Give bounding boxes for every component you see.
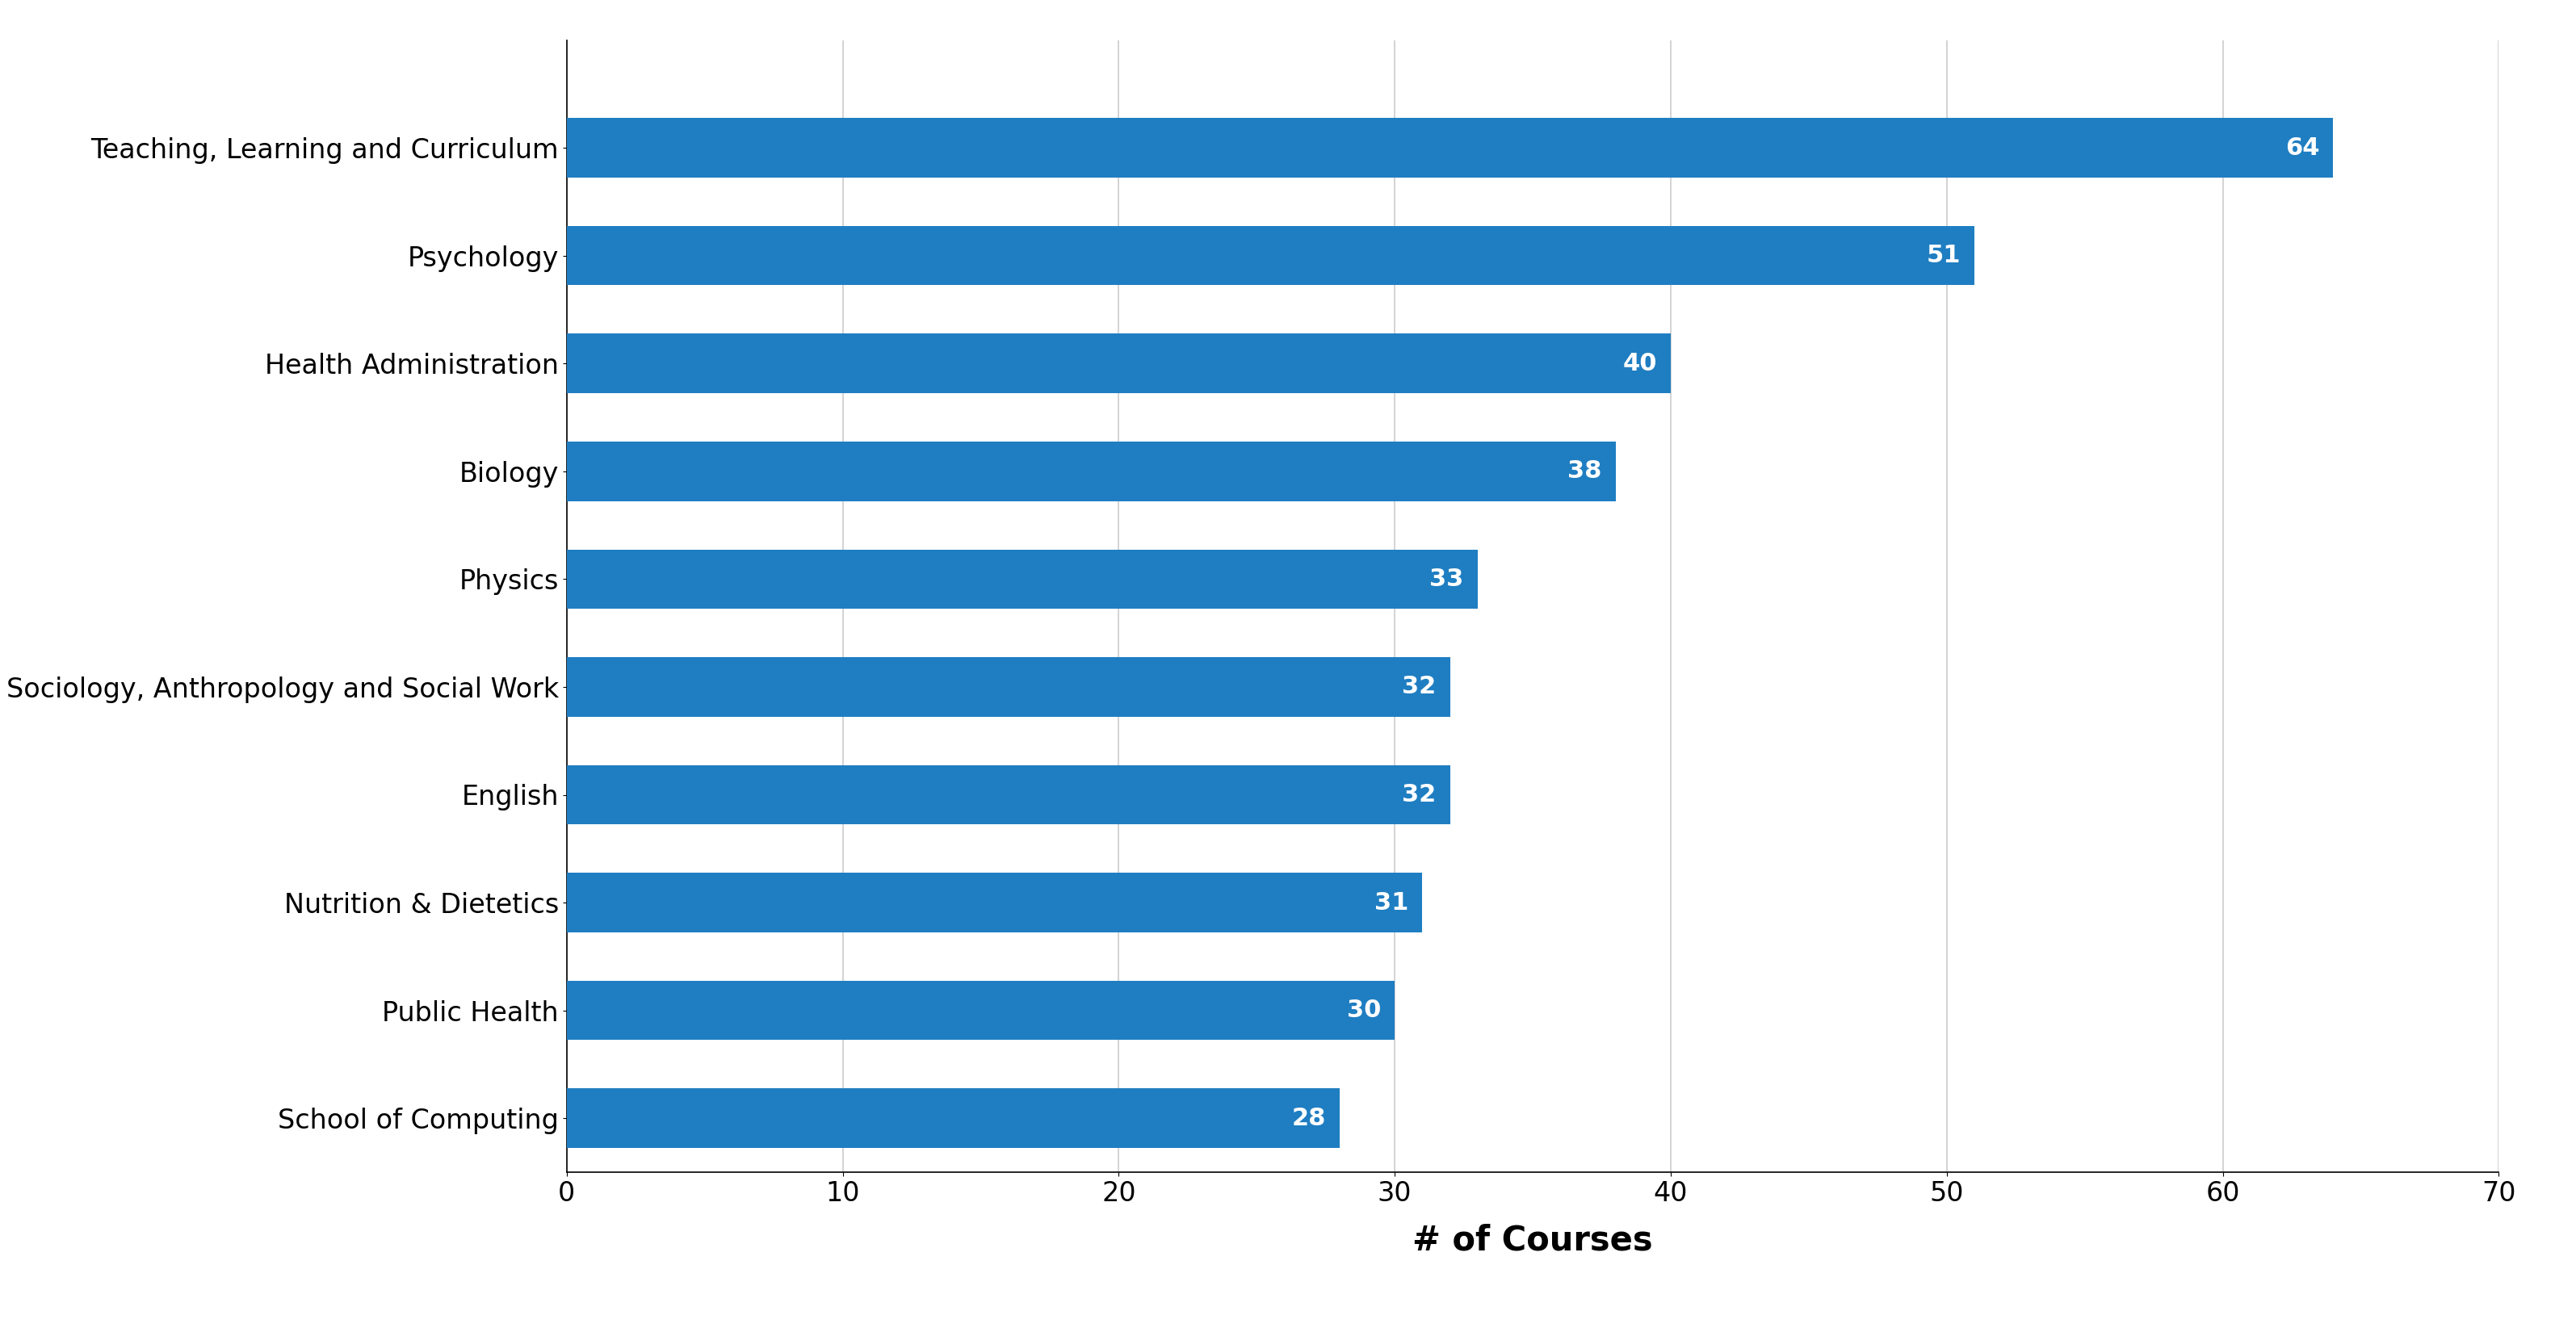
Text: 51: 51 [1927, 244, 1960, 268]
Bar [567, 872, 1422, 932]
Text: 33: 33 [1430, 567, 1463, 591]
Text: 32: 32 [1401, 675, 1437, 699]
Bar [567, 765, 1450, 825]
Bar [567, 550, 1479, 609]
Bar [567, 657, 1450, 717]
Bar [567, 1088, 1340, 1148]
Text: 28: 28 [1291, 1107, 1327, 1130]
Bar [567, 119, 2334, 177]
Text: 64: 64 [2285, 136, 2318, 160]
Text: 31: 31 [1376, 891, 1409, 914]
Text: 32: 32 [1401, 783, 1437, 806]
Text: 30: 30 [1347, 999, 1381, 1022]
Bar [567, 980, 1394, 1040]
X-axis label: # of Courses: # of Courses [1412, 1224, 1654, 1257]
Text: 40: 40 [1623, 352, 1656, 376]
Text: 38: 38 [1569, 460, 1602, 484]
Bar [567, 226, 1973, 285]
Bar [567, 442, 1615, 501]
Bar [567, 334, 1672, 393]
